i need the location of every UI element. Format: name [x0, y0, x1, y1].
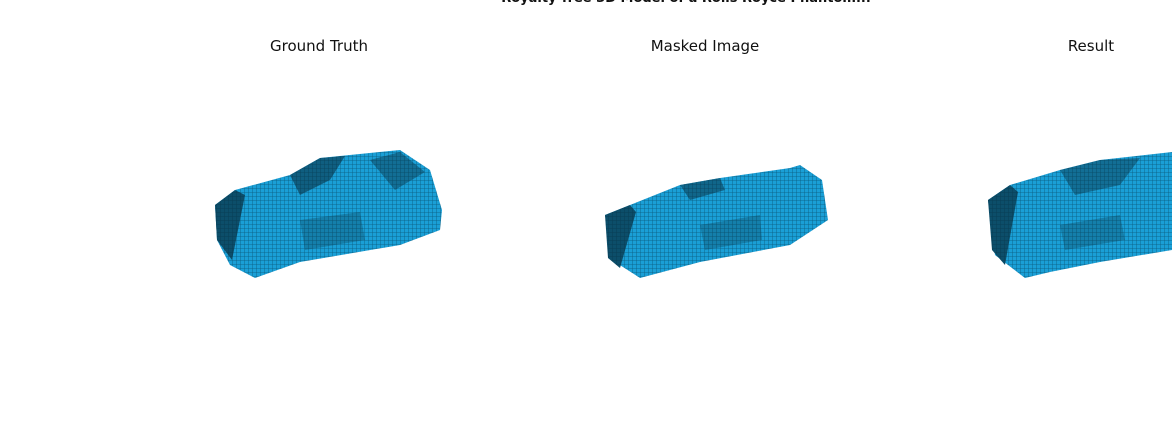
- panel-title: Masked Image: [651, 37, 760, 55]
- voxel-car-masked: [605, 165, 828, 278]
- voxel-car-result: [988, 152, 1172, 278]
- panel-title: Result: [1068, 37, 1114, 55]
- panel-title: Ground Truth: [270, 37, 368, 55]
- figure-title: Royalty-free 3D Model of a Rolls Royce P…: [501, 0, 871, 6]
- voxel-car-ground-truth: [215, 150, 442, 278]
